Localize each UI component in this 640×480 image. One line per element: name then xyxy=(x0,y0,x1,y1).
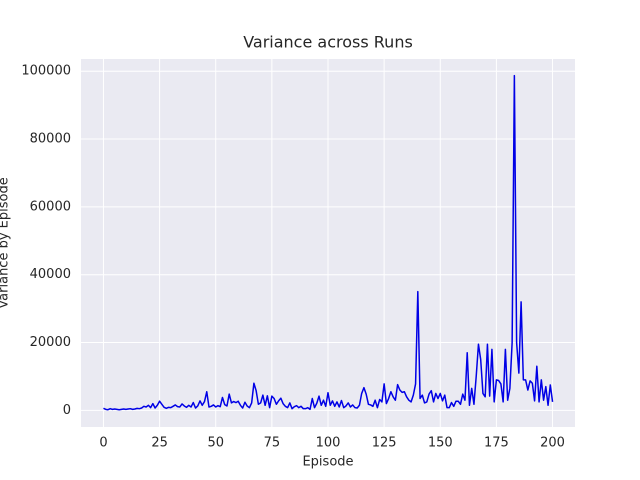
x-tick-label: 50 xyxy=(207,436,224,451)
x-tick-label: 100 xyxy=(316,436,341,451)
x-tick-label: 75 xyxy=(264,436,281,451)
x-axis-label: Episode xyxy=(302,455,353,470)
y-tick-label: 60000 xyxy=(30,199,71,214)
y-tick-label: 20000 xyxy=(30,335,71,350)
x-tick-label: 175 xyxy=(484,436,509,451)
y-tick-label: 80000 xyxy=(30,132,71,147)
x-tick-label: 0 xyxy=(99,436,107,451)
x-tick-label: 125 xyxy=(372,436,397,451)
y-tick-label: 40000 xyxy=(30,267,71,282)
chart-title: Variance across Runs xyxy=(243,33,413,52)
x-tick-label: 25 xyxy=(151,436,168,451)
y-tick-label: 0 xyxy=(63,403,71,418)
data-line xyxy=(103,74,554,411)
y-axis-label: Variance by Episode xyxy=(0,177,12,308)
x-tick-label: 200 xyxy=(540,436,565,451)
x-tick-label: 150 xyxy=(428,436,453,451)
y-tick-label: 100000 xyxy=(21,64,71,79)
